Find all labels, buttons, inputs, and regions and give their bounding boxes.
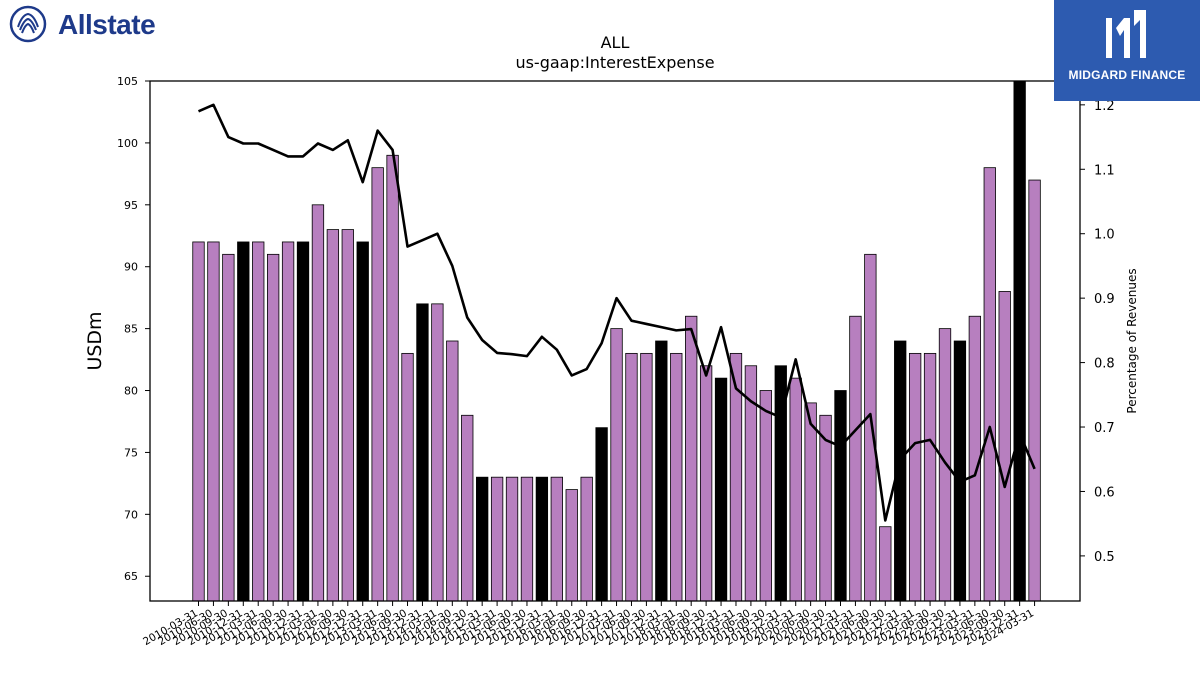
- bar: [625, 352, 638, 602]
- line-group: [197, 103, 1036, 522]
- bar: [207, 241, 220, 602]
- bar: [879, 526, 892, 602]
- bar-group: [192, 80, 1041, 602]
- bar: [953, 340, 967, 602]
- bar: [341, 229, 354, 602]
- bar: [222, 253, 235, 602]
- y-tick-label: 100: [117, 137, 138, 150]
- bar: [252, 241, 265, 602]
- y2-tick-label: 1.1: [1094, 163, 1115, 178]
- bar: [461, 414, 474, 602]
- bar: [520, 476, 534, 602]
- y2-tick-label: 0.6: [1094, 485, 1115, 500]
- bar: [237, 241, 250, 602]
- bar: [923, 352, 937, 602]
- y2-tick-label: 0.9: [1094, 292, 1115, 307]
- line-series: [197, 103, 1036, 522]
- midgard-finance-logo: MIDGARD FINANCE: [1054, 0, 1200, 101]
- bar: [401, 352, 414, 602]
- y2-tick-label: 0.5: [1094, 550, 1115, 565]
- bar: [804, 402, 817, 602]
- bar: [326, 229, 340, 602]
- bar: [416, 303, 429, 602]
- bar: [834, 390, 847, 602]
- y-tick-label: 90: [124, 261, 138, 274]
- bar: [311, 204, 325, 602]
- bar: [565, 489, 578, 602]
- bar: [655, 340, 668, 602]
- y-tick-label: 105: [117, 75, 138, 88]
- midgard-emblem-icon: [1106, 10, 1146, 58]
- bar: [580, 476, 593, 602]
- bar: [535, 476, 549, 602]
- bar: [759, 390, 772, 602]
- y-tick-label: 70: [124, 508, 138, 521]
- bar: [908, 352, 922, 602]
- y2-tick-label: 0.7: [1094, 421, 1115, 436]
- bar: [266, 253, 280, 602]
- allstate-wordmark: Allstate: [58, 9, 156, 40]
- bar: [371, 167, 384, 602]
- bar: [281, 241, 295, 602]
- y-tick-label: 95: [124, 199, 138, 212]
- y-tick-label: 80: [124, 385, 138, 398]
- bar: [490, 476, 504, 602]
- bar: [386, 154, 399, 602]
- y2-tick-label: 1.0: [1094, 228, 1115, 243]
- allstate-hands-icon: [9, 5, 47, 43]
- bar: [595, 427, 608, 602]
- y-tick-label: 85: [124, 323, 138, 336]
- bar: [296, 241, 310, 602]
- bar: [1028, 179, 1041, 602]
- bar: [998, 291, 1011, 602]
- allstate-logo: Allstate: [6, 5, 181, 43]
- bar: [446, 340, 459, 602]
- bar: [431, 303, 444, 602]
- bar: [714, 377, 728, 602]
- bar: [983, 167, 996, 602]
- y2-axis-label: Percentage of Revenues: [1125, 268, 1139, 413]
- bar: [864, 253, 877, 602]
- bar: [670, 352, 683, 602]
- bar: [476, 476, 489, 602]
- bar: [849, 315, 862, 602]
- plot-frame: [149, 80, 1081, 602]
- chart-subtitle: us-gaap:InterestExpense: [515, 53, 714, 72]
- y-axis-label: USDm: [84, 311, 106, 370]
- bar: [550, 476, 563, 602]
- bar: [938, 328, 952, 602]
- bar: [610, 328, 623, 602]
- bar: [640, 352, 653, 602]
- y2-tick-label: 0.8: [1094, 357, 1115, 372]
- bar: [699, 365, 713, 602]
- y2-tick-label: 1.2: [1094, 99, 1115, 114]
- bar: [505, 476, 519, 602]
- bar: [685, 315, 698, 602]
- y-tick-label: 75: [124, 446, 138, 459]
- chart-title: ALL: [601, 33, 630, 52]
- bar: [789, 377, 802, 602]
- midgard-wordmark: MIDGARD FINANCE: [1068, 68, 1186, 82]
- bar: [819, 414, 832, 602]
- bar: [356, 241, 369, 602]
- bar: [192, 241, 205, 602]
- bar: [1013, 80, 1026, 602]
- y-tick-label: 65: [124, 570, 138, 583]
